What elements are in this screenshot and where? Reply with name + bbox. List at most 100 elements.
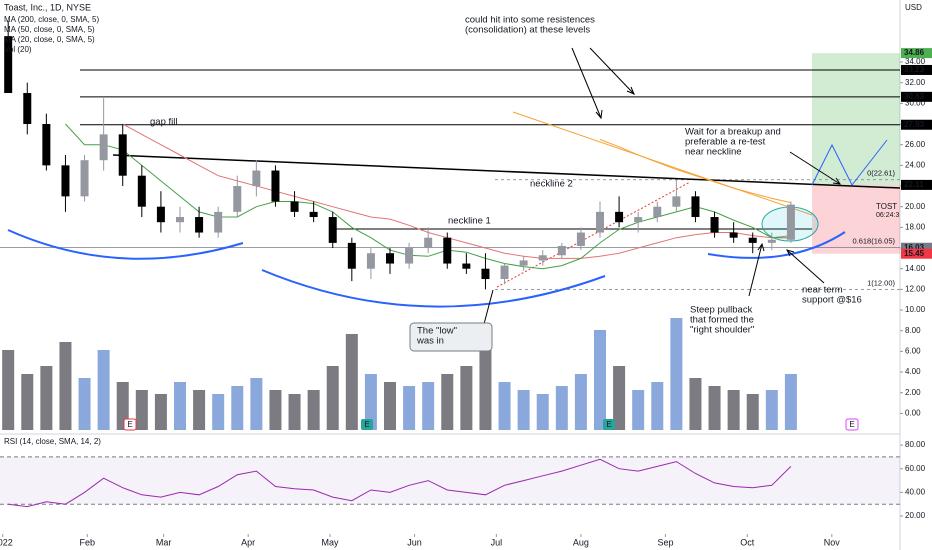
x-tick-label: Feb [80, 537, 96, 547]
candle-body [710, 217, 719, 233]
rsi-tick-label: 80.00 [905, 440, 926, 449]
y-tick-label: 0.00 [905, 409, 921, 418]
earnings-markers: E E E E [123, 418, 859, 431]
volume-bar [345, 334, 358, 430]
annotation: was in [416, 336, 444, 347]
price-badge [901, 242, 932, 253]
fib-label: 0(22.61) [867, 169, 895, 178]
price-badge [901, 91, 932, 102]
volume-bar [231, 386, 244, 430]
legend-entry: MA (20, close, 0, SMA, 5) [4, 35, 95, 44]
candle-body [137, 175, 146, 207]
volume-bar [651, 382, 664, 430]
candle-body [118, 134, 127, 176]
ma-line [122, 123, 791, 259]
candle-body [615, 211, 624, 223]
candle-body [61, 165, 70, 197]
y-tick-label: 4.00 [905, 367, 921, 376]
volume-bar [536, 394, 549, 430]
rsi-band [0, 456, 900, 505]
price-badge [901, 48, 932, 59]
volume-bar [632, 390, 645, 430]
y-tick-label: 8.00 [905, 326, 921, 335]
x-tick-label: 2022 [0, 537, 13, 547]
neckline-trend [112, 154, 901, 189]
candle-body [748, 237, 757, 243]
volume-bar [269, 390, 282, 430]
candle-body [462, 263, 471, 269]
price-badge [901, 64, 932, 75]
annotation: Steep pullback [690, 305, 753, 316]
candle-body [80, 160, 89, 197]
y-tick-label: 24.00 [905, 160, 926, 169]
candle-body [786, 204, 795, 240]
y-tick-label: 12.00 [905, 284, 926, 293]
volume-bar [555, 386, 568, 430]
annotation: gap fill [150, 117, 177, 128]
rsi-tick-label: 40.00 [905, 487, 926, 496]
candle-body [691, 196, 700, 218]
volume-bar [594, 330, 606, 430]
candle-body [176, 217, 184, 223]
candle-body [347, 242, 356, 269]
volume-bar [765, 390, 778, 430]
price-badge [901, 179, 932, 190]
rsi-tick-label: 60.00 [905, 464, 926, 473]
volume-bar [135, 390, 148, 430]
candle-body [214, 211, 223, 233]
ma-line [599, 139, 792, 204]
annotation: The "low" [417, 326, 457, 337]
candle-body [729, 232, 738, 238]
volume-bar [708, 386, 721, 430]
candle-body [481, 268, 490, 280]
x-tick-label: Jun [407, 537, 422, 547]
svg-text:E: E [364, 420, 369, 429]
volume-bar [670, 318, 683, 430]
x-tick-label: Mar [156, 537, 172, 547]
y-tick-label: 14.00 [905, 264, 926, 273]
rsi-line [8, 458, 792, 508]
price-badge-label: 30.63 [904, 92, 925, 101]
ma-projection [512, 111, 813, 216]
candle-body [42, 124, 51, 166]
candle-body [290, 201, 299, 212]
x-tick-label: Jul [491, 537, 503, 547]
volume-bar [212, 394, 225, 430]
volume-bar [154, 394, 167, 430]
volume-bar [403, 386, 416, 430]
volume-bar [326, 366, 339, 430]
head-arc [261, 269, 606, 308]
volume-bar [193, 390, 206, 430]
volume-bar [174, 382, 186, 430]
price-badge [901, 248, 932, 259]
candle-body [672, 196, 681, 207]
annotation: preferable a re-test [685, 137, 766, 148]
price-badge-label: 15.45 [904, 249, 925, 258]
volume-bar [384, 382, 396, 430]
y-tick-label: 26.00 [905, 140, 926, 149]
volume-bar [727, 390, 740, 430]
annotation: "right shoulder" [690, 325, 754, 336]
candle-body [233, 186, 242, 212]
symbol: TOST [876, 202, 897, 211]
y-tick-label: 6.00 [905, 346, 921, 355]
projection-path [811, 139, 888, 186]
candle-body [653, 206, 662, 218]
candle-body [519, 260, 528, 266]
volume-bar [78, 378, 91, 430]
annotation: near neckline [685, 147, 742, 158]
volume-bar [517, 390, 530, 430]
countdown: 06:24:3 [876, 212, 899, 219]
y-tick-label: 2.00 [905, 388, 921, 397]
candle-body [405, 248, 414, 264]
candle-body [99, 134, 108, 161]
volume-bar [689, 378, 702, 430]
candle-body [767, 239, 776, 243]
candle-body [4, 36, 13, 94]
rsi-title: RSI (14, close, SMA, 14, 2) [4, 437, 101, 446]
candle-body [596, 211, 604, 233]
candle-body [309, 211, 318, 218]
candle-body [500, 265, 509, 280]
volume-bar [97, 350, 110, 430]
candle-body [443, 237, 452, 264]
